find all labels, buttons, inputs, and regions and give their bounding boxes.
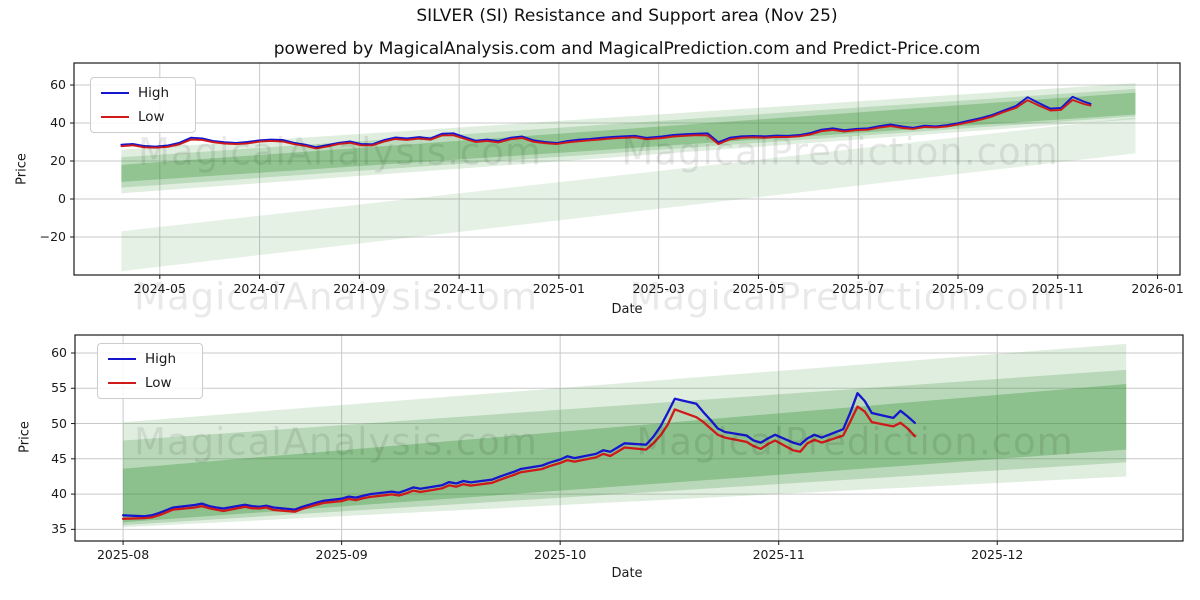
legend-label-low: Low (145, 375, 172, 391)
support-resistance-band (123, 384, 1127, 523)
chart-subtitle: powered by MagicalAnalysis.com and Magic… (273, 39, 981, 59)
legend-item-low: Low (91, 105, 165, 129)
low-line-swatch (108, 382, 136, 384)
low-line (120, 99, 1092, 150)
legend: High Low (90, 77, 196, 133)
legend-item-low: Low (98, 371, 172, 395)
low-line-swatch (101, 116, 129, 118)
plot-border (74, 334, 1184, 542)
legend-label-high: High (138, 85, 170, 101)
plot-border (73, 62, 1181, 276)
support-resistance-band (121, 117, 1136, 272)
support-resistance-band (123, 343, 1127, 528)
high-line (121, 392, 916, 518)
legend-label-high: High (145, 351, 177, 367)
chart-title: SILVER (SI) Resistance and Support area … (416, 6, 838, 26)
legend-item-high: High (91, 81, 169, 105)
legend: High Low (97, 343, 203, 399)
low-line (121, 405, 916, 520)
legend-item-high: High (98, 347, 176, 371)
high-line (120, 95, 1092, 149)
high-line-swatch (101, 92, 129, 94)
legend-label-low: Low (138, 109, 165, 125)
high-line-swatch (108, 358, 136, 360)
